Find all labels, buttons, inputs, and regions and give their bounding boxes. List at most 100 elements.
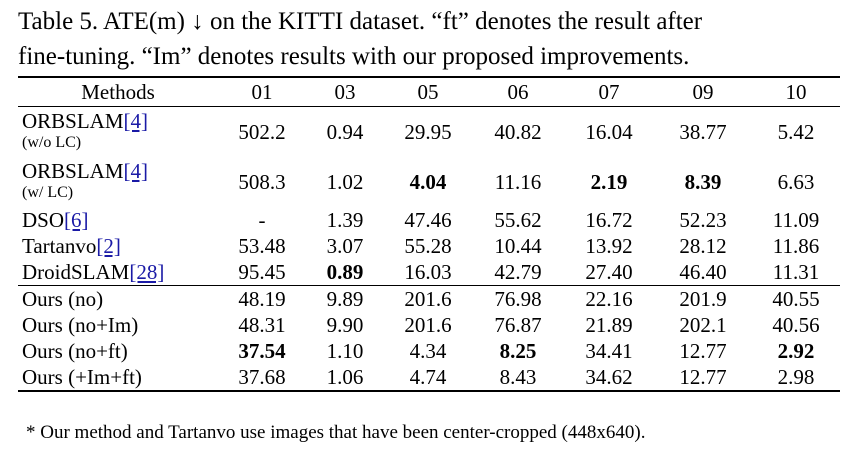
table-row: DSO[6] - 1.39 47.46 55.62 16.72 52.23 11.09 (18, 207, 840, 233)
method-cell: ORBSLAM[4] (w/o LC) (18, 107, 218, 158)
value-cell: - (258, 207, 266, 232)
value-cell: 202.1 (679, 312, 727, 337)
value-cell: 40.82 (494, 119, 542, 144)
value-cell: 8.25 (499, 338, 537, 363)
method-name: ORBSLAM (22, 109, 124, 133)
table-body: ORBSLAM[4] (w/o LC) 502.2 0.94 29.95 40.82 16.… (18, 107, 840, 392)
column-header: 07 (564, 76, 654, 107)
value-cell: 22.16 (564, 285, 654, 312)
method-name: DSO (22, 207, 65, 232)
value-cell: 11.86 (772, 233, 820, 258)
value-cell: 95.45 (238, 259, 286, 284)
value-cell: 48.31 (238, 312, 286, 337)
value-cell: 76.87 (494, 312, 542, 337)
value-cell: 2.92 (777, 338, 815, 363)
column-header: 09 (654, 76, 752, 107)
method-cell: Ours (no+ft) (18, 338, 218, 364)
value-cell: 55.62 (494, 207, 542, 232)
method-cell: DSO[6] (18, 207, 218, 233)
value-cell: 11.09 (772, 207, 820, 232)
value-cell: 34.41 (585, 338, 633, 363)
column-header: 05 (384, 76, 472, 107)
value-cell: 47.46 (404, 207, 452, 232)
value-cell: 48.19 (218, 285, 306, 312)
value-cell: 21.89 (585, 312, 633, 337)
caption-line-1: Table 5. ATE(m) ↓ on the KITTI dataset. … (18, 8, 703, 35)
method-note: (w/ LC) (22, 184, 74, 201)
value-cell: 2.19 (590, 169, 628, 194)
citation-link[interactable]: [6] (64, 207, 89, 232)
method-name: Ours (no+ft) (22, 338, 128, 363)
value-cell: 12.77 (654, 364, 752, 392)
value-cell: 2.98 (752, 364, 840, 392)
value-cell: 0.89 (326, 259, 364, 284)
method-cell: Ours (no+Im) (18, 312, 218, 338)
value-cell: 34.62 (564, 364, 654, 392)
column-header: 03 (306, 76, 384, 107)
value-cell: 3.07 (326, 233, 364, 258)
method-cell: ORBSLAM[4] (w/ LC) (18, 157, 218, 207)
value-cell: 10.44 (494, 233, 542, 258)
value-cell: 502.2 (238, 119, 286, 144)
value-cell: 4.74 (384, 364, 472, 392)
table-footnote: * Our method and Tartanvo use images tha… (26, 422, 646, 443)
value-cell: 16.72 (585, 207, 633, 232)
table-caption: Table 5. ATE(m) ↓ on the KITTI dataset. … (18, 4, 840, 74)
method-cell: Ours (+Im+ft) (18, 364, 218, 392)
value-cell: 46.40 (679, 259, 727, 284)
method-note: (w/o LC) (22, 134, 82, 151)
method-cell: DroidSLAM[28] (18, 259, 218, 286)
method-cell: Tartanvo[2] (18, 233, 218, 259)
column-header: 06 (472, 76, 564, 107)
table-row: Ours (no) 48.19 9.89 201.6 76.98 22.16 201.9 40… (18, 285, 840, 312)
table-header-row: Methods 01 03 05 06 07 09 10 (18, 76, 840, 107)
value-cell: 201.6 (404, 312, 452, 337)
method-name: Ours (no) (22, 286, 104, 311)
value-cell: 9.90 (326, 312, 364, 337)
method-name: Tartanvo (22, 233, 97, 258)
value-cell: 1.06 (306, 364, 384, 392)
value-cell: 1.39 (326, 207, 364, 232)
citation-link[interactable]: [4] (123, 109, 149, 133)
value-cell: 201.6 (384, 285, 472, 312)
value-cell: 0.94 (326, 119, 364, 144)
value-cell: 13.92 (585, 233, 633, 258)
value-cell: 5.42 (777, 119, 815, 144)
table-row: ORBSLAM[4] (w/ LC) 508.3 1.02 4.04 11.16 2.19 8… (18, 157, 840, 207)
value-cell: 201.9 (654, 285, 752, 312)
value-cell: 16.04 (585, 119, 633, 144)
value-cell: 9.89 (306, 285, 384, 312)
column-header: 01 (218, 76, 306, 107)
value-cell: 76.98 (472, 285, 564, 312)
method-name: Ours (no+Im) (22, 312, 139, 337)
value-cell: 37.68 (218, 364, 306, 392)
value-cell: 8.43 (472, 364, 564, 392)
table-row: DroidSLAM[28] 95.45 0.89 16.03 42.79 27.40 46.… (18, 259, 840, 286)
citation-link[interactable]: [4] (123, 159, 149, 183)
value-cell: 11.31 (772, 259, 820, 284)
value-cell: 16.03 (404, 259, 452, 284)
citation-link[interactable]: [2] (96, 233, 121, 258)
method-name: Ours (+Im+ft) (22, 364, 142, 389)
value-cell: 40.55 (752, 285, 840, 312)
caption-line-2: fine-tuning. “Im” denotes results with o… (18, 43, 690, 70)
value-cell: 38.77 (679, 119, 727, 144)
value-cell: 29.95 (404, 119, 452, 144)
table-row: Ours (no+Im) 48.31 9.90 201.6 76.87 21.89 202.… (18, 312, 840, 338)
method-name: DroidSLAM (22, 259, 130, 284)
method-cell: Ours (no) (18, 285, 218, 312)
citation-link[interactable]: [28] (129, 259, 165, 284)
value-cell: 37.54 (238, 338, 286, 363)
method-name: ORBSLAM (22, 159, 124, 183)
value-cell: 42.79 (494, 259, 542, 284)
value-cell: 53.48 (238, 233, 286, 258)
value-cell: 6.63 (777, 169, 815, 194)
value-cell: 1.02 (326, 169, 364, 194)
value-cell: 27.40 (585, 259, 633, 284)
value-cell: 40.56 (772, 312, 820, 337)
table-row: Ours (no+ft) 37.54 1.10 4.34 8.25 34.41 12.77 2… (18, 338, 840, 364)
table-row: Tartanvo[2] 53.48 3.07 55.28 10.44 13.92 28.12… (18, 233, 840, 259)
value-cell: 52.23 (679, 207, 727, 232)
column-header: 10 (752, 76, 840, 107)
value-cell: 4.04 (409, 169, 447, 194)
